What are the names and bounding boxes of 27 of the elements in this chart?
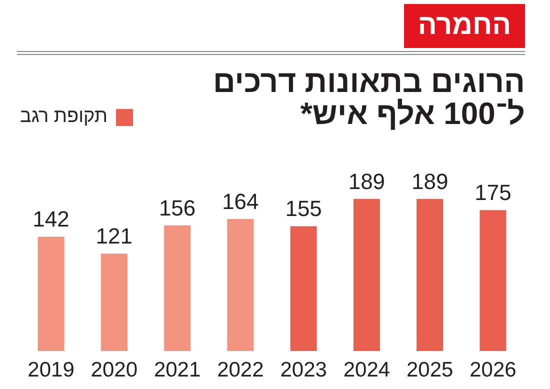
bar	[353, 198, 380, 351]
bar	[100, 254, 128, 351]
x-tick-label: 2021	[154, 358, 201, 382]
data-label: 156	[158, 195, 196, 220]
data-label: 175	[474, 180, 512, 206]
data-label: 189	[348, 168, 386, 194]
bar	[290, 226, 317, 351]
data-label: 189	[411, 168, 448, 194]
data-label: 142	[32, 206, 70, 232]
bar	[227, 218, 254, 351]
x-tick-label: 2019	[28, 358, 74, 382]
bar	[480, 210, 506, 351]
x-tick-label: 2026	[470, 358, 516, 382]
bar	[164, 225, 191, 351]
bar	[416, 198, 444, 351]
x-tick-label: 2020	[90, 358, 138, 382]
bar	[38, 236, 64, 351]
data-label: 164	[222, 188, 259, 214]
x-tick-label: 2023	[280, 358, 327, 382]
data-label: 155	[285, 196, 322, 222]
data-label: 121	[96, 224, 133, 249]
x-tick-label: 2025	[406, 358, 454, 382]
chart-title: הרוגים בתאונות דרכים ל־100 אלף איש*	[212, 64, 525, 131]
legend-label: תקופת רגב	[20, 106, 108, 128]
x-tick-label: 2022	[217, 358, 264, 382]
x-tick-label: 2024	[343, 358, 390, 382]
text: החמרה	[404, 4, 525, 48]
